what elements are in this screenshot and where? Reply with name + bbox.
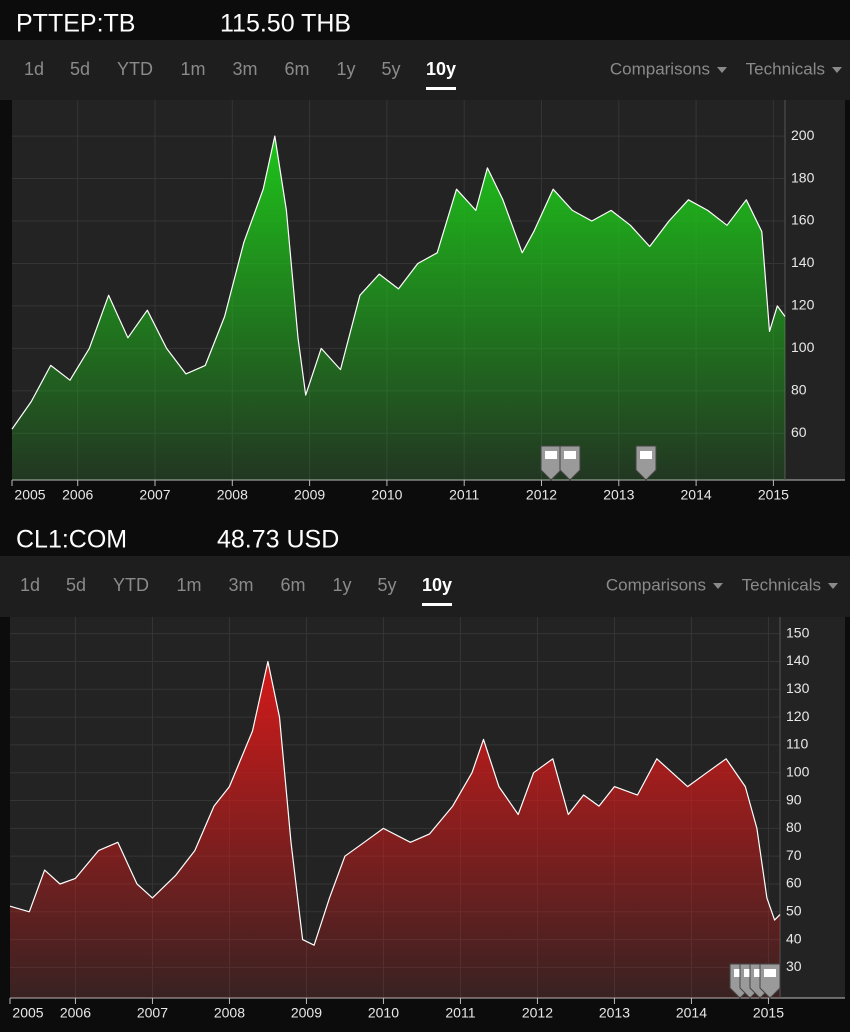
y-tick-label: 100 bbox=[786, 763, 810, 779]
x-tick-label: 2008 bbox=[217, 487, 248, 503]
header-bar bbox=[0, 516, 850, 556]
menu-dropdown[interactable]: Technicals bbox=[746, 59, 825, 78]
dropdown-arrow bbox=[717, 67, 727, 73]
range-tab[interactable]: 6m bbox=[284, 59, 309, 79]
x-tick-label: 2013 bbox=[599, 1005, 630, 1021]
x-tick-label: 2013 bbox=[603, 487, 634, 503]
range-tab[interactable]: YTD bbox=[113, 575, 149, 595]
y-tick-label: 140 bbox=[791, 254, 815, 270]
range-tab[interactable]: YTD bbox=[117, 59, 153, 79]
price-line bbox=[9, 660, 781, 946]
price-line bbox=[11, 135, 786, 430]
active-tab-underline bbox=[422, 603, 452, 606]
y-tick-label: 60 bbox=[786, 875, 802, 891]
y-tick-label: 110 bbox=[786, 736, 809, 752]
tab-bar bbox=[0, 40, 850, 100]
x-tick-label: 2007 bbox=[137, 1005, 168, 1021]
x-tick-label: 2008 bbox=[214, 1005, 245, 1021]
news-flag-icon bbox=[545, 451, 557, 459]
dropdown-arrow bbox=[713, 583, 723, 589]
dropdown-arrow bbox=[832, 67, 842, 73]
news-flag-icon bbox=[764, 969, 776, 977]
x-tick-label: 2011 bbox=[449, 487, 479, 503]
active-tab-underline bbox=[426, 87, 456, 90]
x-tick-label: 2015 bbox=[758, 487, 789, 503]
x-tick-label: 2010 bbox=[368, 1005, 399, 1021]
y-tick-label: 130 bbox=[786, 680, 810, 696]
x-tick-label: 2007 bbox=[139, 487, 170, 503]
range-tab[interactable]: 1m bbox=[176, 575, 201, 595]
left-edge bbox=[0, 100, 12, 480]
price-area bbox=[12, 136, 785, 480]
dropdown-arrow bbox=[828, 583, 838, 589]
left-edge bbox=[0, 617, 10, 998]
x-tick-label: 2014 bbox=[676, 1005, 707, 1021]
range-tab[interactable]: 1m bbox=[180, 59, 205, 79]
y-tick-label: 70 bbox=[786, 847, 802, 863]
x-tick-label: 2010 bbox=[371, 487, 402, 503]
range-tab[interactable]: 3m bbox=[232, 59, 257, 79]
y-tick-label: 140 bbox=[786, 652, 810, 668]
y-tick-label: 40 bbox=[786, 930, 802, 946]
y-tick-label: 90 bbox=[786, 791, 802, 807]
x-tick-label: 2006 bbox=[62, 487, 93, 503]
tab-bar bbox=[0, 556, 850, 617]
price: 115.50 THB bbox=[220, 10, 351, 38]
x-tick-label: 2011 bbox=[445, 1005, 475, 1021]
y-tick-label: 200 bbox=[791, 127, 815, 143]
price-area bbox=[10, 661, 780, 998]
axis-strip bbox=[0, 998, 850, 1028]
symbol: CL1:COM bbox=[16, 526, 127, 554]
range-tab[interactable]: 6m bbox=[280, 575, 305, 595]
price: 48.73 USD bbox=[217, 526, 339, 554]
y-tick-label: 120 bbox=[791, 297, 815, 313]
range-tab[interactable]: 5d bbox=[66, 575, 86, 595]
x-tick-label: 2012 bbox=[522, 1005, 553, 1021]
symbol: PTTEP:TB bbox=[16, 10, 135, 38]
menu-dropdown[interactable]: Comparisons bbox=[610, 59, 710, 78]
range-tab[interactable]: 1d bbox=[24, 59, 44, 79]
x-tick-label: 2005 bbox=[12, 1005, 43, 1021]
axis-strip bbox=[0, 480, 850, 510]
x-tick-label: 2015 bbox=[753, 1005, 784, 1021]
range-tab[interactable]: 5y bbox=[377, 575, 396, 595]
header-bar bbox=[0, 0, 850, 40]
y-tick-label: 150 bbox=[786, 624, 810, 640]
x-tick-label: 2014 bbox=[681, 487, 712, 503]
y-tick-label: 100 bbox=[791, 339, 815, 355]
y-tick-label: 120 bbox=[786, 708, 810, 724]
range-tab[interactable]: 5d bbox=[70, 59, 90, 79]
y-tick-label: 50 bbox=[786, 902, 802, 918]
range-tab[interactable]: 5y bbox=[381, 59, 400, 79]
y-tick-label: 160 bbox=[791, 212, 815, 228]
y-tick-label: 30 bbox=[786, 958, 802, 974]
range-tab[interactable]: 10y bbox=[426, 59, 456, 79]
range-tab[interactable]: 3m bbox=[228, 575, 253, 595]
range-tab[interactable]: 10y bbox=[422, 575, 452, 595]
range-tab[interactable]: 1y bbox=[336, 59, 355, 79]
news-flag-icon bbox=[640, 451, 652, 459]
range-tab[interactable]: 1d bbox=[20, 575, 40, 595]
y-tick-label: 80 bbox=[786, 819, 802, 835]
x-tick-label: 2009 bbox=[294, 487, 325, 503]
menu-dropdown[interactable]: Comparisons bbox=[606, 575, 706, 594]
range-tab[interactable]: 1y bbox=[332, 575, 351, 595]
y-tick-label: 80 bbox=[791, 382, 807, 398]
news-flag-icon bbox=[564, 451, 576, 459]
y-tick-label: 60 bbox=[791, 424, 807, 440]
x-tick-label: 2012 bbox=[526, 487, 557, 503]
menu-dropdown[interactable]: Technicals bbox=[742, 575, 821, 594]
y-tick-label: 180 bbox=[791, 169, 815, 185]
x-tick-label: 2005 bbox=[14, 487, 45, 503]
x-tick-label: 2006 bbox=[60, 1005, 91, 1021]
x-tick-label: 2009 bbox=[291, 1005, 322, 1021]
